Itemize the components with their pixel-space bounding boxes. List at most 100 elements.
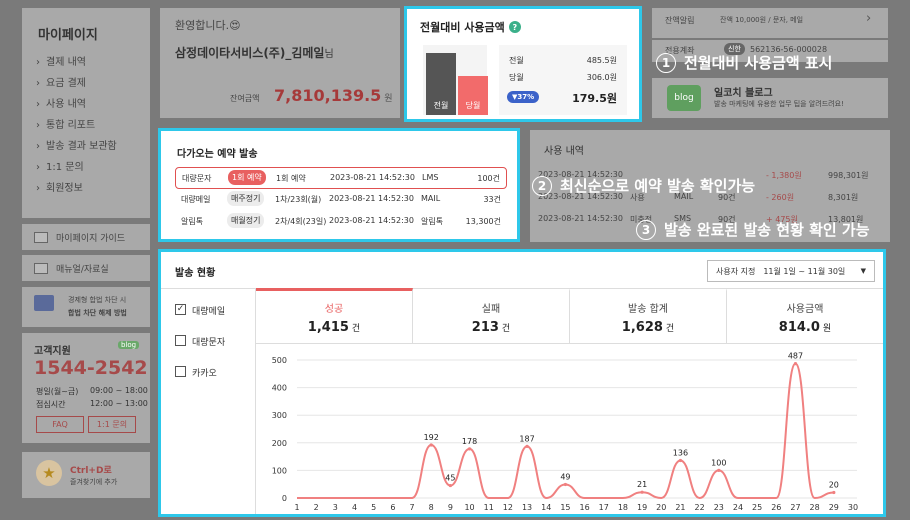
filter-divider [255,288,256,514]
stat-tab[interactable]: 실패 213 건 [413,288,570,344]
x-tick-label: 30 [848,503,858,512]
period-select[interactable]: 사용자 지정 11월 1일 ~ 11월 30일 ▼ [707,260,875,282]
blog-icon[interactable]: blog [118,341,140,349]
lunch-label: 점심시간 [36,400,66,409]
data-label: 20 [829,480,839,489]
usage-cell-date: 2023-08-21 14:52:30 [538,192,623,201]
star-icon: ★ [36,460,62,486]
y-tick-label: 400 [272,384,287,393]
sidebar-item[interactable]: 결제 내역 [36,52,117,73]
filter-option[interactable]: 카카오 [175,366,225,397]
stat-label: 성공 [324,304,344,315]
prev-month-bar: 전월 [426,53,456,115]
chevron-right-icon[interactable]: › [866,11,872,26]
data-point [717,468,721,472]
period-value: 11월 1일 ~ 11월 30일 [763,266,846,276]
sidebar-manual[interactable]: 매뉴얼/자료실 [30,255,146,281]
stat-tab[interactable]: 발송 합계 1,628 건 [570,288,727,344]
data-point [467,447,472,451]
upcoming-channel: LMS [422,173,439,182]
x-tick-label: 29 [829,503,839,512]
status-title: 발송 현황 [175,268,216,279]
usage-cell-count: 90건 [718,193,736,202]
filter-label: 대량문자 [192,338,226,348]
usage-cell-date: 2023-08-21 14:52:30 [538,214,623,223]
checkbox-icon[interactable] [175,335,186,346]
y-tick-label: 200 [272,439,287,448]
help-icon[interactable]: ? [508,21,521,33]
x-tick-label: 12 [503,503,513,512]
usage-cell-kind: 사용 [630,193,645,202]
x-tick-label: 21 [675,503,685,512]
filter-option[interactable]: 대량문자 [175,335,225,366]
upcoming-datetime: 2023-08-21 14:52:30 [330,173,415,182]
sidebar-item[interactable]: 통합 리포트 [36,115,117,136]
sidebar-menu: 결제 내역요금 결제사용 내역통합 리포트발송 결과 보관함1:1 문의회원정보 [36,52,117,199]
stat-value: 213 건 [413,320,569,335]
account-number: 562136-56-000028 [750,45,828,54]
weekday-label: 평일(월~금) [36,387,79,396]
upcoming-count: 13,300건 [465,217,501,226]
bank-badge: 신한 [724,43,745,55]
upcoming-channel: MAIL [421,194,441,203]
support-title: 고객지원 [34,346,71,357]
y-tick-label: 300 [272,411,287,420]
sidebar-item[interactable]: 회원정보 [36,178,117,199]
checkbox-icon[interactable] [175,366,186,377]
x-tick-label: 15 [560,503,570,512]
alarm-label: 잔액알림 [665,16,695,25]
sidebar-item[interactable]: 사용 내역 [36,94,117,115]
x-tick-label: 3 [333,503,338,512]
upcoming-schedule: 1차/23회(월) [275,195,322,204]
upcoming-row[interactable]: 대량메일 매주정기 1차/23회(월) 2023-08-21 14:52:30 MAIL… [175,189,507,211]
blog-logo-icon: blog [667,85,701,111]
prev-label: 전월 [509,56,524,65]
welcome-card [160,8,400,118]
stat-unit: 건 [501,324,511,334]
usage-cell-amount: - 260원 [766,193,795,202]
y-tick-label: 100 [272,466,287,475]
checkbox-checked-icon[interactable]: ✓ [175,304,186,315]
x-tick-label: 16 [579,503,589,512]
stat-tab[interactable]: 성공 1,415 건 [256,288,413,344]
upcoming-row[interactable]: 대량문자 1회 예약 1회 예약 2023-08-21 14:52:30 LMS 100건 [175,167,507,189]
compare-bars: 전월 당월 [423,45,488,115]
usage-cell-amount: - 1,380원 [766,171,802,180]
usage-title: 사용 내역 [544,146,584,157]
filter-option[interactable]: ✓ 대량메일 [175,304,225,335]
block-notice-line2: 합법 차단 해제 방법 [68,309,127,317]
x-tick-label: 10 [464,503,474,512]
upcoming-datetime: 2023-08-21 14:52:30 [329,216,414,225]
faq-button[interactable]: FAQ [36,416,84,433]
honorific: 님 [324,49,334,60]
sidebar-guide[interactable]: 마이페이지 가이드 [30,224,146,250]
sidebar-item[interactable]: 발송 결과 보관함 [36,136,117,157]
sidebar-item[interactable]: 요금 결제 [36,73,117,94]
filter-label: 대량메일 [192,307,226,317]
welcome-company: 삼정데이타서비스(주)_김메일님 [175,44,334,61]
stat-value: 1,415 건 [256,320,412,335]
x-tick-label: 23 [714,503,724,512]
y-tick-label: 0 [282,494,287,503]
alarm-card[interactable] [652,8,888,38]
alarm-value: 잔액 10,000원 / 문자, 메일 [720,16,804,24]
upcoming-kind: 대량메일 [181,195,211,204]
balance-label: 잔여금액 [230,94,260,103]
data-label: 136 [673,448,688,457]
usage-table: 2023-08-21 14:52:30- 1,380원 998,301원 2023-… [538,166,878,232]
stat-label: 발송 합계 [628,304,668,315]
compare-title: 전월대비 사용금액 [420,21,505,34]
upcoming-row[interactable]: 알림톡 매월정기 2차/4회(23일) 2023-08-21 14:52:30 알림톡 1… [175,211,507,233]
x-tick-label: 6 [390,503,395,512]
usage-row: 2023-08-21 14:52:30 - 1,380원 998,301원 [538,166,878,188]
dropdown-arrow-icon: ▼ [860,267,866,275]
stat-number: 1,415 [307,320,349,335]
filter-label: 카카오 [192,369,217,379]
stat-tab[interactable]: 사용금액 814.0 원 [727,288,883,344]
x-tick-label: 13 [522,503,532,512]
usage-cell-balance: 8,301원 [828,193,859,202]
sidebar-item[interactable]: 1:1 문의 [36,157,117,178]
inquiry-button[interactable]: 1:1 문의 [88,416,136,433]
data-label: 487 [788,352,803,361]
